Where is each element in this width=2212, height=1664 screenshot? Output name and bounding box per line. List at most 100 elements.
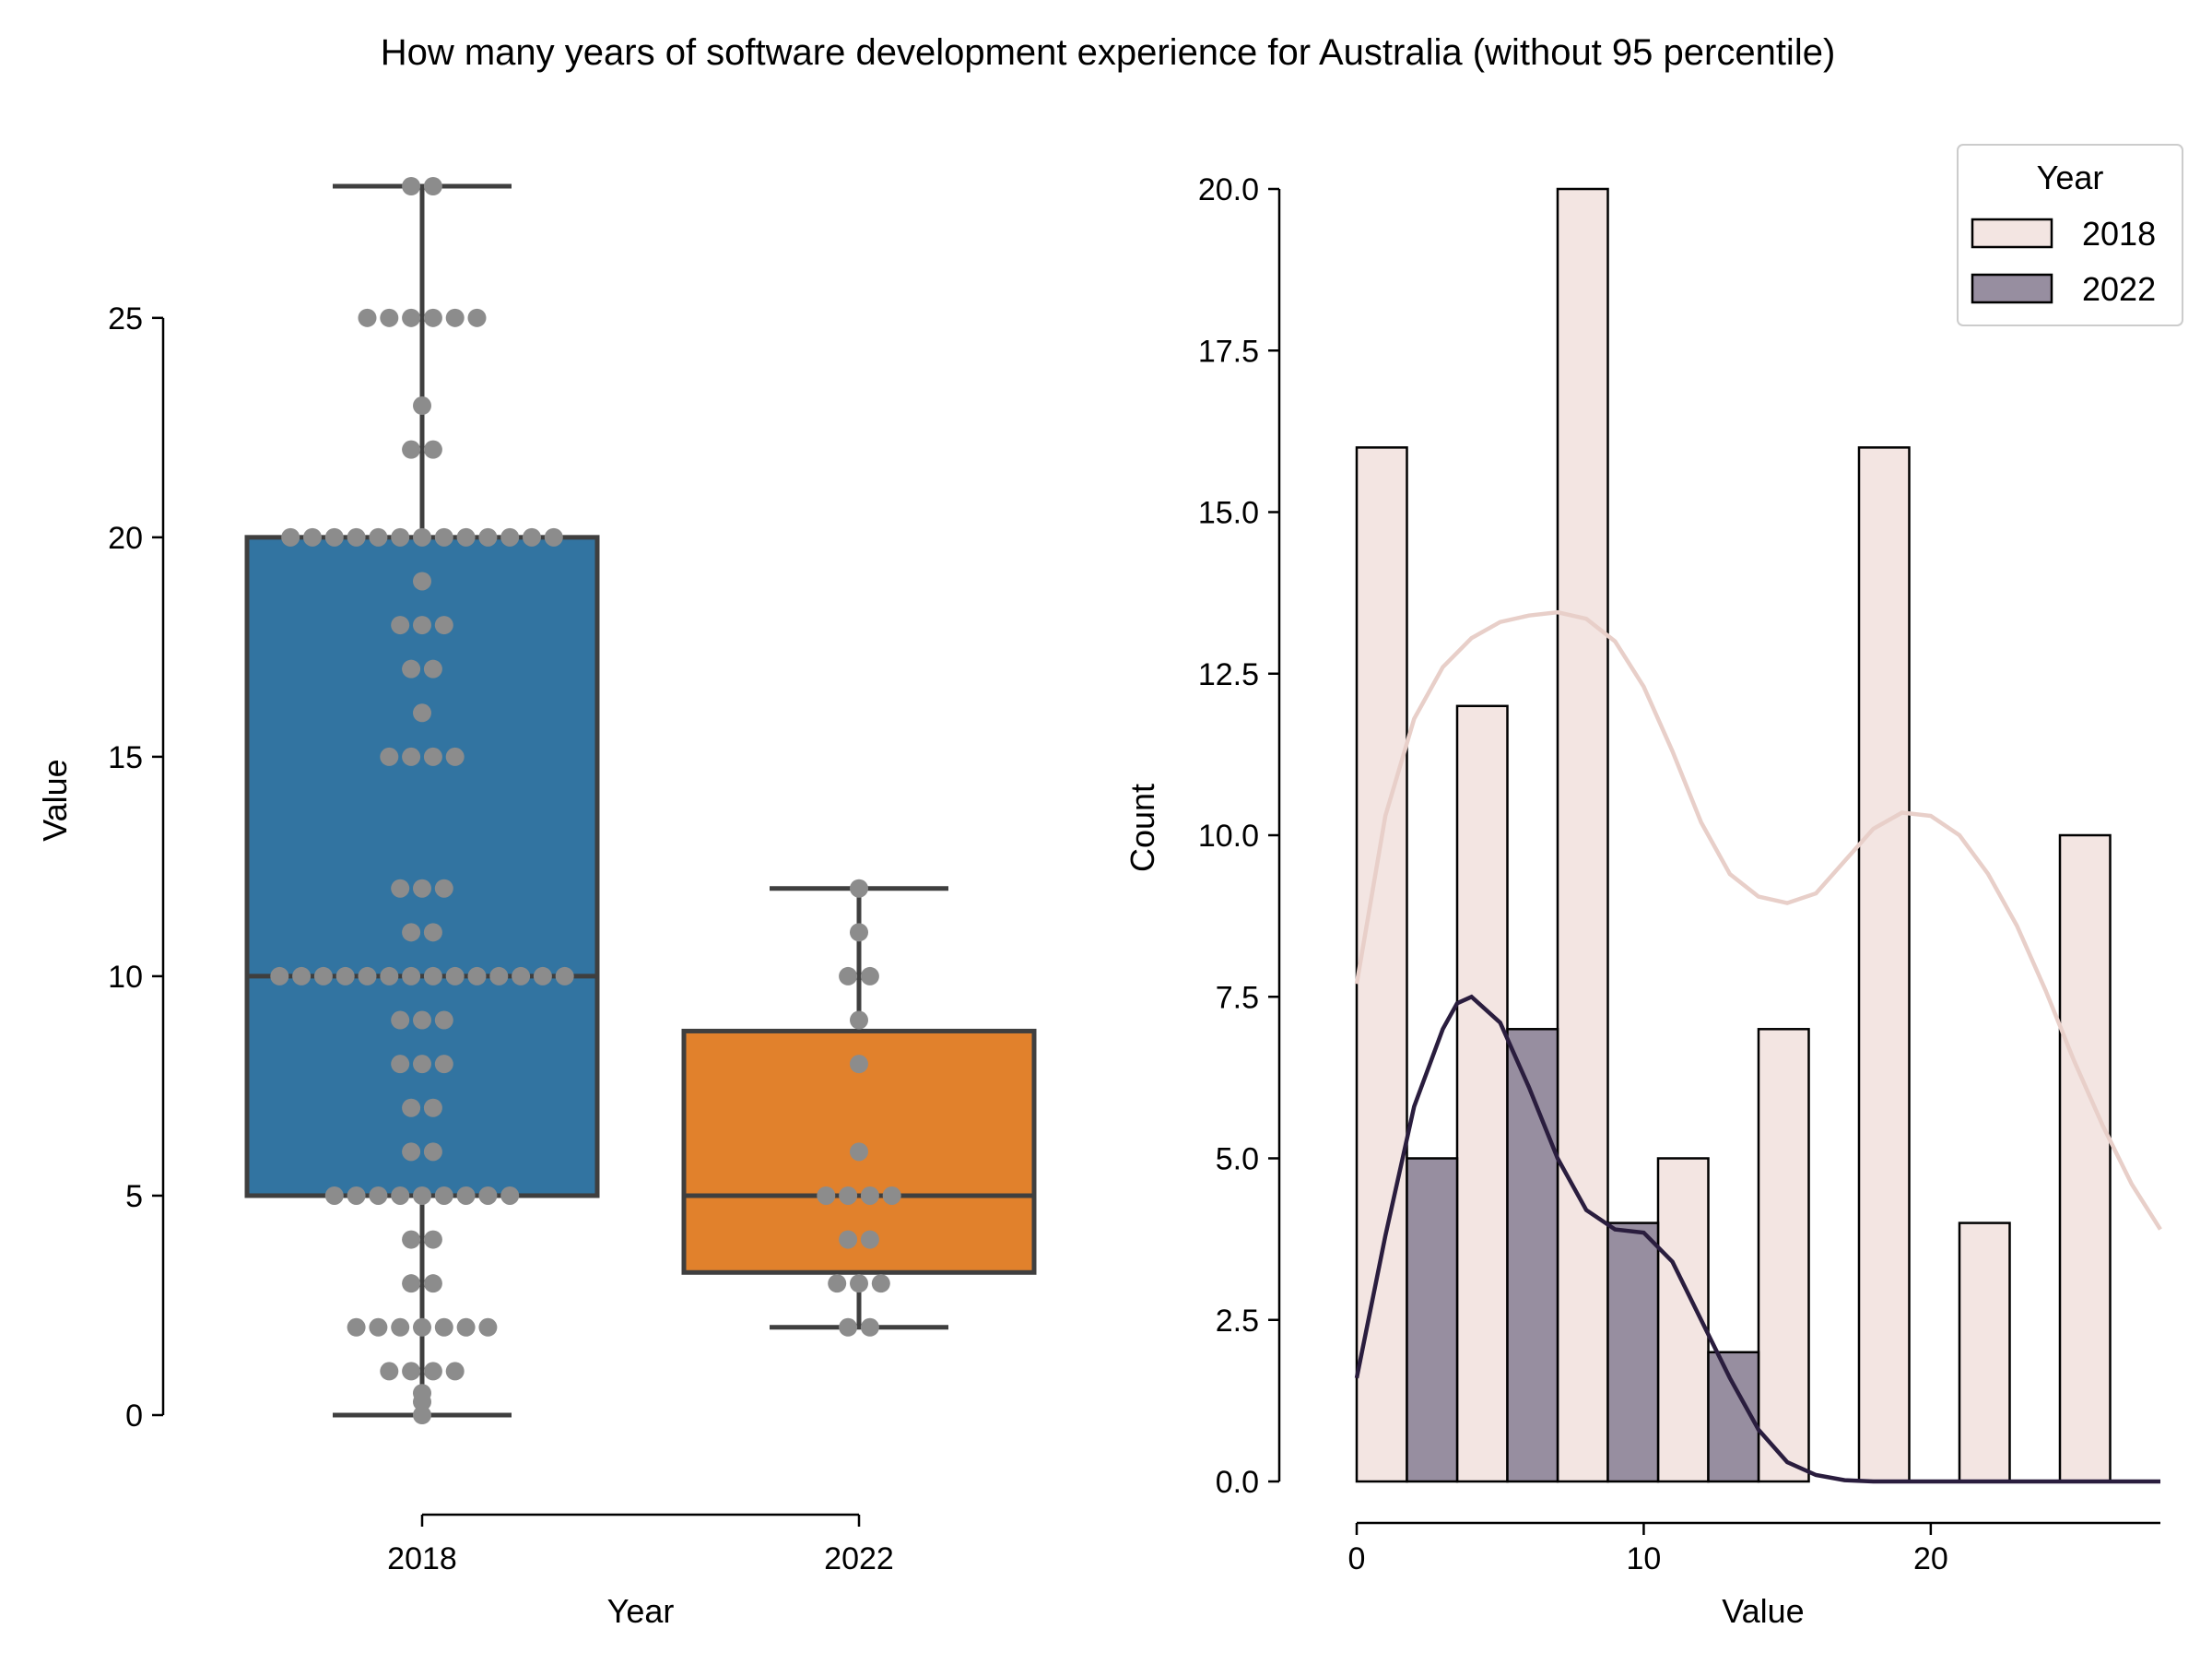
- swarm-point: [860, 1230, 879, 1249]
- x-axis-label: Value: [1722, 1592, 1804, 1630]
- hist-bar: [1506, 1028, 1559, 1483]
- y-tick-label: 20.0: [1198, 172, 1259, 207]
- swarm-point: [467, 966, 487, 985]
- swarm-point: [347, 1186, 366, 1205]
- swarm-point: [434, 1317, 453, 1337]
- swarm-point: [413, 1392, 431, 1411]
- swarm-point: [817, 1186, 836, 1205]
- swarm-point: [413, 616, 431, 635]
- swarm-point: [413, 879, 431, 898]
- y-tick-label: 2.5: [1216, 1304, 1259, 1339]
- swarm-point: [434, 616, 453, 635]
- kde-curve-2018: [1354, 609, 2162, 1231]
- swarm-point: [434, 1055, 453, 1074]
- swarm-point: [391, 879, 410, 898]
- swarm-point: [456, 1186, 476, 1205]
- y-tick-label: 5.0: [1216, 1142, 1259, 1177]
- box-2022: [681, 886, 1037, 1330]
- y-tick-label: 15.0: [1198, 496, 1259, 531]
- swarm-point: [380, 1362, 399, 1381]
- swarm-point: [523, 527, 541, 547]
- swarm-point: [860, 1186, 879, 1205]
- y-tick-label: 0: [125, 1398, 143, 1434]
- swarm-point: [380, 308, 399, 327]
- legend-swatch: [1971, 273, 2053, 304]
- swarm-point: [860, 966, 879, 985]
- swarm-point: [839, 1317, 858, 1337]
- swarm-point: [281, 527, 300, 547]
- swarm-point: [324, 1186, 344, 1205]
- swarm-point: [456, 527, 476, 547]
- swarm-point: [391, 1186, 410, 1205]
- swarm-point: [489, 966, 509, 985]
- swarm-point: [850, 1010, 868, 1030]
- hist-bar: [2058, 833, 2112, 1483]
- swarm-point: [413, 1010, 431, 1030]
- legend-swatch: [1971, 218, 2053, 249]
- swarm-point: [413, 1055, 431, 1074]
- swarm-point: [402, 923, 421, 942]
- y-tick-label: 5: [125, 1179, 143, 1214]
- swarm-point: [423, 177, 442, 195]
- swarm-point: [292, 966, 312, 985]
- legend-title: Year: [2037, 159, 2104, 196]
- hist-series-2022: [1406, 1028, 1760, 1483]
- swarm-point: [391, 616, 410, 635]
- y-tick-label: 0.0: [1216, 1465, 1259, 1500]
- hist-series-2018: [1355, 187, 2112, 1483]
- swarm-point: [423, 1362, 442, 1381]
- legend: Year 2018 2022: [1957, 144, 2183, 326]
- swarm-point: [402, 177, 421, 195]
- swarm-point: [423, 1098, 442, 1117]
- swarm-point: [413, 527, 431, 547]
- swarm-point: [347, 1317, 366, 1337]
- box-2018: [244, 183, 600, 1418]
- swarm-point: [402, 1362, 421, 1381]
- swarm-point: [402, 308, 421, 327]
- swarm-point: [850, 923, 868, 942]
- swarm-point: [402, 1274, 421, 1293]
- box-rect: [244, 535, 600, 1198]
- swarm-point: [413, 1406, 431, 1424]
- swarm-point: [850, 1142, 868, 1162]
- swarm-point: [882, 1186, 901, 1205]
- swarm-point: [555, 966, 574, 985]
- swarm-point: [860, 1317, 879, 1337]
- swarm-point: [324, 527, 344, 547]
- swarm-point: [828, 1274, 847, 1293]
- swarm-point: [839, 1186, 858, 1205]
- swarm-point: [533, 966, 552, 985]
- hist-bar: [1757, 1028, 1810, 1483]
- y-tick-label: 10: [108, 960, 143, 995]
- histogram-panel: 0.0 2.5 5.0 7.5 10.0 12.5 15.0 17.5 20.0 Count 0 10…: [1124, 144, 2183, 1630]
- hist-bar: [1455, 704, 1509, 1483]
- swarm-point: [413, 396, 431, 416]
- swarm-point: [445, 1362, 465, 1381]
- swarm-point: [402, 1098, 421, 1117]
- swarm-point: [478, 1186, 498, 1205]
- chart-title: How many years of software development e…: [381, 32, 1836, 73]
- swarm-point: [303, 527, 322, 547]
- swarm-point: [500, 1186, 520, 1205]
- swarm-point: [850, 1274, 868, 1293]
- swarm-point: [434, 879, 453, 898]
- swarm-point: [423, 1142, 442, 1162]
- y-tick-label: 25: [108, 301, 143, 336]
- swarm-point: [839, 1230, 858, 1249]
- y-axis-label: Count: [1124, 784, 1161, 872]
- hist-bar: [1606, 1221, 1660, 1483]
- y-tick-label: 17.5: [1198, 334, 1259, 369]
- swarm-point: [871, 1274, 890, 1293]
- x-tick-label: 20: [1913, 1541, 1948, 1576]
- swarm-point: [391, 1317, 410, 1337]
- swarm-point: [369, 527, 388, 547]
- swarm-point: [434, 1010, 453, 1030]
- swarm-point: [467, 308, 487, 327]
- swarm-point: [445, 747, 465, 766]
- swarm-point: [850, 879, 868, 898]
- y-tick-label: 10.0: [1198, 819, 1259, 854]
- swarm-point: [413, 703, 431, 723]
- swarm-point: [839, 966, 858, 985]
- hist-bar: [1857, 446, 1911, 1483]
- swarm-point: [423, 923, 442, 942]
